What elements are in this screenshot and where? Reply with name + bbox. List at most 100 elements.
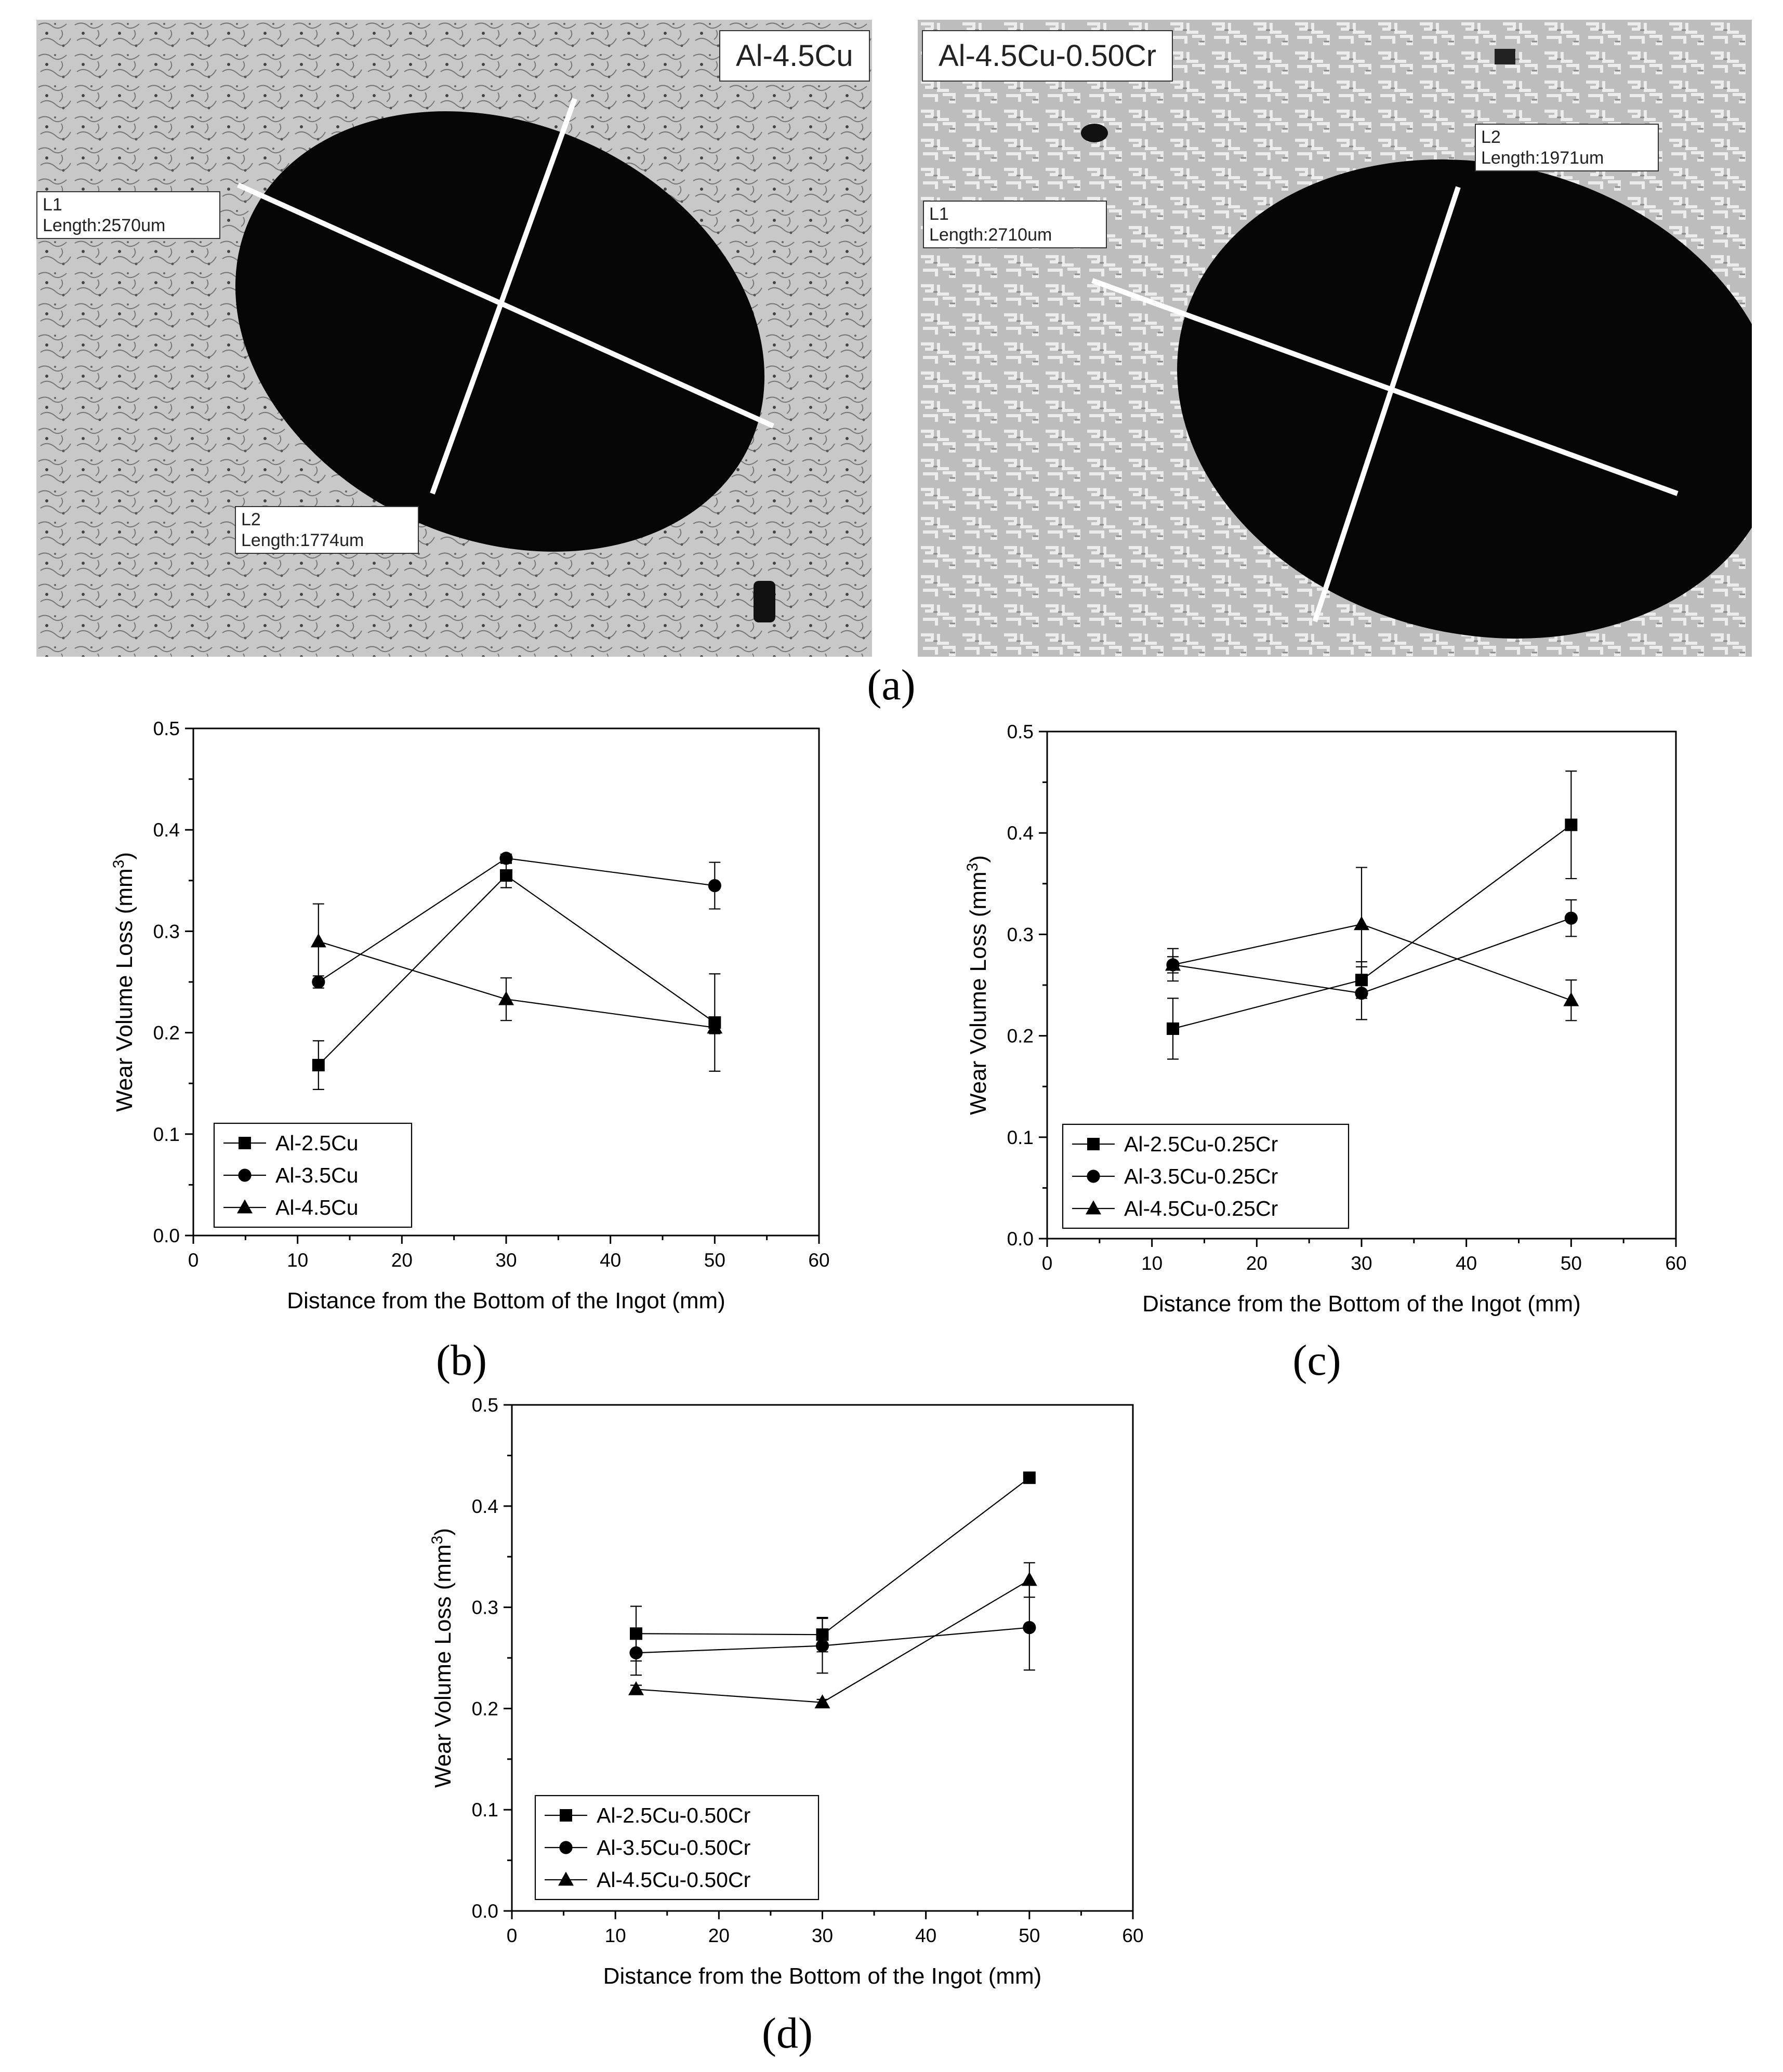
x-tick-label: 10	[287, 1250, 308, 1271]
chart-b: 0 10 20 30 40 50 60 0.0 0.1 0.2 0.3 0.4 0.5 Distance …	[102, 715, 840, 1334]
y-tick-label: 0.3	[1007, 924, 1034, 945]
legend-label: Al-3.5Cu	[275, 1163, 359, 1187]
y-tick-label: 0.5	[472, 1394, 498, 1416]
x-tick-label: 30	[1351, 1253, 1372, 1274]
x-tick-label: 40	[600, 1250, 621, 1271]
legend-marker	[237, 1199, 253, 1214]
series-line	[318, 857, 715, 982]
data-point	[312, 1059, 325, 1072]
panel-label-d: (d)	[762, 2009, 813, 2057]
x-axis-label: Distance from the Bottom of the Ingot (m…	[287, 1288, 725, 1313]
data-point	[707, 1019, 723, 1034]
measure-label-l2-right: L2 Length:1971um	[1475, 124, 1659, 171]
series-Al-4.5Cu-0.50Cr	[628, 1562, 1037, 1709]
chart-b-svg: 0 10 20 30 40 50 60 0.0 0.1 0.2 0.3 0.4 0.5 Distance …	[110, 718, 830, 1313]
legend-marker	[238, 1168, 252, 1182]
legend-marker	[1087, 1170, 1100, 1183]
legend-marker	[558, 1871, 574, 1886]
series-line	[1172, 824, 1571, 1030]
y-tick-label: 0.0	[1007, 1228, 1034, 1250]
series-Al-3.5Cu-0.25Cr	[1166, 899, 1578, 1020]
y-tick-label: 0.2	[153, 1022, 180, 1044]
series-Al-3.5Cu	[312, 852, 721, 989]
data-point	[1021, 1572, 1037, 1586]
data-point	[1354, 916, 1369, 931]
legend-label: Al-2.5Cu-0.25Cr	[1124, 1132, 1278, 1156]
legend-label: Al-4.5Cu-0.25Cr	[1124, 1197, 1278, 1220]
series-line	[318, 940, 715, 1028]
x-tick-label: 0	[507, 1925, 518, 1946]
plot-area: 0 10 20 30 40 50 60 0.0 0.1 0.2 0.3 0.4 0.5 Distance …	[110, 718, 830, 1313]
x-tick-label: 20	[391, 1250, 413, 1271]
data-point	[310, 933, 326, 948]
y-tick-label: 0.3	[153, 921, 180, 942]
micrograph-right: Al-4.5Cu-0.50Cr L1 Length:2710um L2 Leng…	[918, 20, 1752, 657]
data-point	[708, 879, 721, 893]
data-point	[498, 991, 514, 1005]
measure-name: L1	[43, 195, 62, 215]
data-point	[1023, 1471, 1036, 1484]
y-tick-label: 0.5	[153, 718, 180, 739]
measure-name: L2	[1481, 127, 1501, 147]
legend-label: Al-3.5Cu-0.25Cr	[1124, 1164, 1278, 1188]
legend-marker	[560, 1809, 572, 1822]
chart-d-svg: 0 10 20 30 40 50 60 0.0 0.1 0.2 0.3 0.4 0.5 Distance …	[429, 1394, 1144, 1989]
x-tick-label: 30	[495, 1250, 517, 1271]
data-point	[1167, 1022, 1179, 1035]
data-point	[1355, 987, 1368, 1000]
data-point	[629, 1646, 643, 1659]
data-point	[1023, 1621, 1036, 1635]
measure-label-l1-right: L1 Length:2710um	[923, 201, 1107, 248]
sample-label-left: Al-4.5Cu	[719, 30, 870, 82]
measure-line-l2-left	[430, 98, 577, 495]
measure-label-l2-left: L2 Length:1774um	[235, 506, 419, 554]
wear-scar-right	[1177, 159, 1752, 639]
measure-name: L1	[929, 204, 949, 224]
data-point	[1563, 992, 1579, 1006]
plot-area: 0 10 20 30 40 50 60 0.0 0.1 0.2 0.3 0.4 0.5 Distance …	[429, 1394, 1144, 1989]
x-tick-label: 20	[708, 1925, 730, 1946]
panel-label-a: (a)	[867, 661, 916, 709]
micrograph-left: Al-4.5Cu L1 Length:2570um L2 Length:1774…	[36, 20, 872, 657]
x-tick-label: 10	[1141, 1253, 1163, 1274]
series-Al-4.5Cu	[310, 903, 723, 1034]
x-tick-label: 60	[808, 1250, 829, 1271]
series-Al-3.5Cu-0.50Cr	[629, 1584, 1036, 1676]
measure-length: Length:2570um	[43, 216, 166, 235]
y-tick-label: 0.5	[1007, 721, 1034, 742]
y-axis-label: Wear Volume Loss (mm3)	[964, 855, 991, 1115]
measure-name: L2	[241, 510, 261, 529]
y-tick-label: 0.4	[472, 1496, 498, 1517]
x-tick-label: 10	[605, 1925, 626, 1946]
legend-marker	[1086, 1200, 1101, 1215]
x-tick-label: 30	[812, 1925, 833, 1946]
y-tick-label: 0.4	[1007, 822, 1034, 844]
series-line	[636, 1579, 1030, 1703]
y-tick-label: 0.1	[153, 1124, 180, 1145]
series-line	[318, 874, 715, 1066]
legend-label: Al-2.5Cu-0.50Cr	[597, 1803, 750, 1827]
x-tick-label: 40	[915, 1925, 936, 1946]
y-tick-label: 0.4	[153, 819, 180, 841]
measure-line-l1-right	[1091, 278, 1679, 496]
data-point	[500, 869, 512, 882]
x-axis-label: Distance from the Bottom of the Ingot (m…	[1142, 1291, 1581, 1317]
legend-marker	[1087, 1138, 1100, 1150]
x-tick-label: 0	[1042, 1253, 1053, 1274]
data-point	[814, 1694, 830, 1709]
series-Al-2.5Cu-0.25Cr	[1167, 771, 1578, 1060]
measure-length: Length:1971um	[1481, 148, 1604, 168]
y-tick-label: 0.3	[472, 1597, 498, 1618]
chart-d: 0 10 20 30 40 50 60 0.0 0.1 0.2 0.3 0.4 0.5 Distance …	[421, 1392, 1154, 2010]
sample-label-right: Al-4.5Cu-0.50Cr	[922, 30, 1173, 82]
x-tick-label: 50	[1561, 1253, 1582, 1274]
y-tick-label: 0.2	[1007, 1026, 1034, 1047]
wear-scar-left	[235, 111, 765, 552]
measure-label-l1-left: L1 Length:2570um	[36, 191, 220, 239]
measure-line-l1-left	[236, 182, 775, 429]
measure-line-l2-right	[1312, 186, 1461, 622]
x-tick-label: 60	[1122, 1925, 1143, 1946]
series-line	[636, 1627, 1029, 1654]
y-tick-label: 0.1	[1007, 1127, 1034, 1148]
series-Al-4.5Cu-0.25Cr	[1165, 867, 1579, 1021]
